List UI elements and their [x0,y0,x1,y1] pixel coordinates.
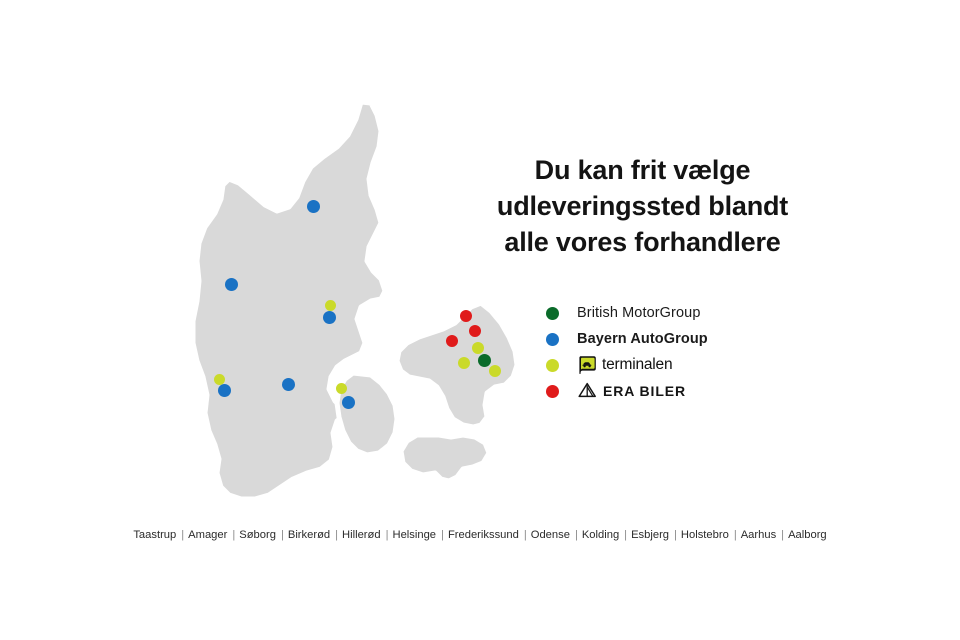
map-marker-esbjerg-bayern[interactable] [217,383,231,397]
city-separator: | [181,529,185,541]
map-marker-aarhus-terminalen[interactable] [324,299,336,311]
era-biler-lockup: ERA BILER [577,382,686,400]
headline-line-2: udleveringssted blandt [496,191,789,221]
city-separator: | [385,529,389,541]
legend-label-british-motorgroup: British MotorGroup [577,305,701,321]
era-biler-logo-icon [578,382,596,398]
map-marker-frederikssund-era[interactable] [446,335,458,347]
legend-item-terminalen[interactable]: terminalen [546,352,806,378]
brand-legend: British MotorGroup Bayern AutoGroup term… [546,300,806,404]
headline-line-1: Du kan frit vælge [534,155,751,185]
city-name: Aarhus [740,529,777,541]
city-separator: | [232,529,236,541]
map-marker-holstebro-bayern[interactable] [224,277,238,291]
map-marker-aarhus-bayern[interactable] [322,310,336,324]
city-name: Søborg [239,529,276,541]
region-funen [334,370,400,458]
map-marker-birkerod-terminalen[interactable] [472,342,484,354]
map-marker-soborg-terminalen[interactable] [458,357,470,369]
region-zealand [394,300,520,430]
map-marker-odense-terminalen[interactable] [335,382,347,394]
denmark-map [185,95,525,510]
city-name: Odense [530,529,570,541]
city-name: Esbjerg [631,529,670,541]
city-name: Amager [188,529,228,541]
city-name: Aalborg [788,529,827,541]
city-name: Holstebro [680,529,729,541]
region-lolland-falster [398,432,492,484]
city-separator: | [674,529,677,541]
city-name: Kolding [581,529,620,541]
city-name: Helsinge [392,529,437,541]
map-marker-aalborg-bayern[interactable] [306,199,320,213]
legend-label-terminalen: terminalen [602,356,673,373]
legend-color-swatch-green [546,306,559,320]
legend-item-era-biler[interactable]: ERA BILER [546,378,806,404]
map-marker-esbjerg-terminalen[interactable] [213,373,225,385]
legend-label-era-biler: ERA BILER [603,383,687,399]
city-list: Taastrup | Amager | Søborg | Birkerød | Hillerød… [0,529,960,541]
map-marker-helsinge-era[interactable] [460,310,472,322]
legend-item-british-motorgroup[interactable]: British MotorGroup [546,300,806,326]
terminalen-lockup: terminalen [577,355,673,375]
legend-color-swatch-red [546,384,559,398]
city-separator: | [781,529,785,541]
map-marker-amager-british[interactable] [477,353,491,367]
legend-item-bayern-autogroup[interactable]: Bayern AutoGroup [546,326,806,352]
city-separator: | [280,529,284,541]
city-name: Taastrup [133,529,177,541]
region-jutland [190,99,388,502]
terminalen-logo-icon [579,356,596,374]
city-separator: | [335,529,339,541]
city-separator: | [624,529,628,541]
city-separator: | [574,529,578,541]
legend-color-swatch-yellow [546,358,559,372]
headline-line-3: alle vores forhandlere [504,227,781,257]
city-separator: | [733,529,737,541]
legend-label-bayern-autogroup: Bayern AutoGroup [577,331,708,347]
denmark-map-svg [190,99,520,502]
map-marker-kolding-bayern[interactable] [281,377,295,391]
city-name: Frederikssund [447,529,519,541]
map-marker-odense-bayern[interactable] [341,395,355,409]
map-marker-hillerod-era[interactable] [469,325,481,337]
city-separator: | [523,529,527,541]
map-marker-taastrup-terminalen[interactable] [489,365,501,377]
city-name: Hillerød [342,529,381,541]
page-title: Du kan frit vælge udleveringssted blandt… [470,152,815,260]
city-separator: | [441,529,444,541]
city-name: Birkerød [287,529,331,541]
legend-color-swatch-blue [546,332,559,346]
